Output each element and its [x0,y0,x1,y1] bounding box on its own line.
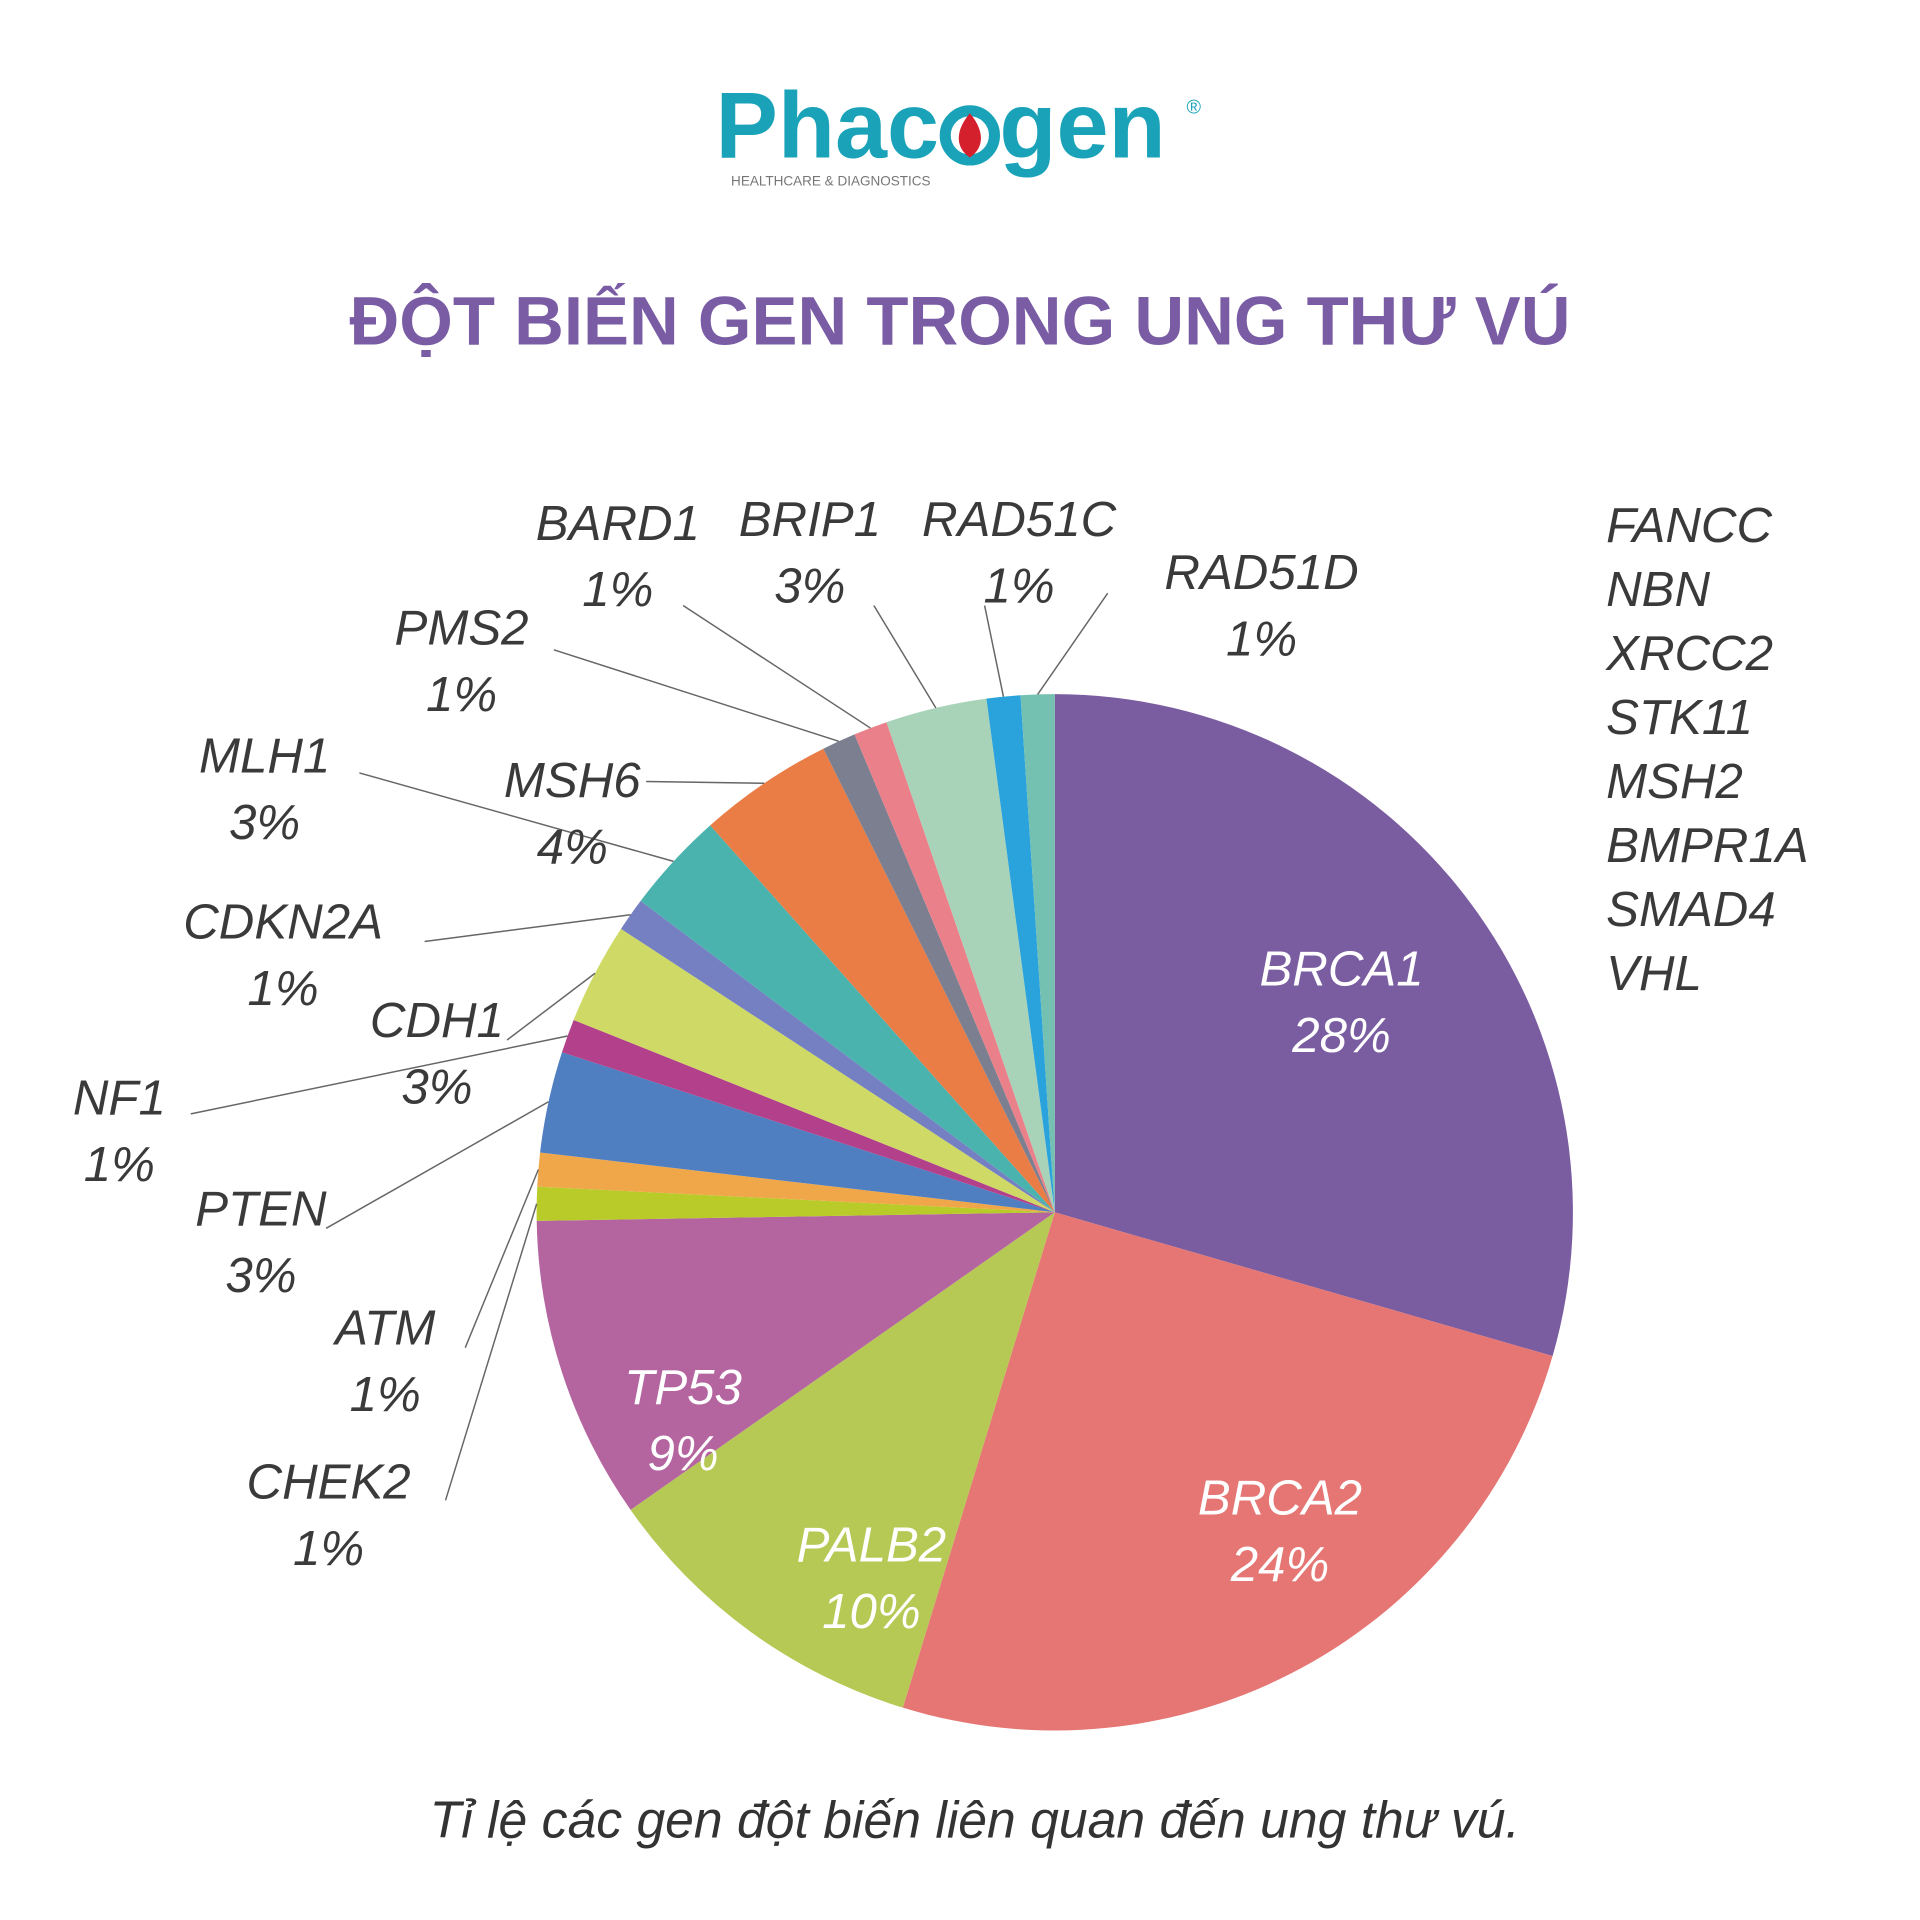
slice-label: BARD1 [536,496,700,551]
pie-slice [536,1212,1055,1510]
leader-line [682,604,871,729]
pie-slice [1054,694,1573,1357]
logo-text: Phac [716,73,940,178]
other-gene-label: VHL [1606,946,1702,1001]
logo: Phac gen ® HEALTHCARE & DIAGNOSTICS [716,73,1202,189]
pie-slice [630,1212,1055,1708]
slice-value-label: 9% [648,1426,719,1481]
slice-label: PALB2 [797,1517,947,1572]
pie-slice [986,695,1055,1213]
slice-value-label: 3% [225,1248,296,1303]
leader-line [646,780,765,785]
leader-line [553,649,840,743]
slice-value-label: 28% [1291,1008,1391,1063]
leader-line [444,1203,538,1501]
slice-value-label: 1% [984,559,1055,614]
other-gene-label: NBN [1606,562,1710,617]
pie-slice [573,928,1055,1213]
pie-slice [620,900,1055,1213]
slice-label: PMS2 [395,600,529,655]
slice-value-label: 1% [248,961,319,1016]
logo-registered: ® [1186,97,1201,119]
slice-value-label: 24% [1230,1537,1330,1592]
slice-value-label: 3% [774,559,845,614]
slice-value-label: 1% [426,667,497,722]
slice-value-label: 3% [401,1059,472,1114]
slice-value-label: 10% [822,1584,921,1639]
pie-slice [640,825,1055,1213]
leader-line [359,772,674,863]
slice-label: MSH6 [504,753,641,808]
slice-label: RAD51D [1164,545,1358,600]
leader-line [190,1035,568,1115]
slice-value-label: 1% [84,1137,155,1192]
pie-slice [540,1052,1055,1213]
caption: Tỉ lệ các gen đột biến liên quan đến ung… [430,1791,1520,1849]
pie-slice [1020,694,1055,1213]
logo-text: gen [999,73,1165,178]
slice-value-label: 1% [582,562,653,617]
leader-line [983,605,1005,697]
slice-value-label: 1% [1226,611,1297,666]
other-gene-label: SMAD4 [1606,882,1776,937]
slice-label: TP53 [624,1360,742,1415]
slice-label: ATM [332,1301,435,1356]
leader-line [424,913,631,943]
pie-slice [886,698,1055,1213]
leader-line [506,972,596,1041]
other-gene-label: XRCC2 [1605,626,1773,681]
other-gene-label: STK11 [1606,690,1753,745]
pie-slice [537,1152,1055,1213]
chart-title: ĐỘT BIẾN GEN TRONG UNG THƯ VÚ [350,282,1571,359]
slice-label: BRIP1 [739,492,881,547]
logo-icon [939,105,1001,166]
pie-slice [536,1186,1055,1221]
slice-label: BRCA2 [1198,1471,1362,1526]
slice-label: NF1 [73,1071,166,1126]
pie-slice [823,734,1055,1213]
logo-tagline: HEALTHCARE & DIAGNOSTICS [731,174,931,189]
slice-value-label: 4% [537,819,608,874]
slice-label: PTEN [195,1181,327,1236]
slice-value-label: 1% [350,1367,421,1422]
other-gene-label: MSH2 [1606,754,1743,809]
leader-line [1037,592,1109,695]
slice-label: MLH1 [199,728,330,783]
slice-value-label: 1% [293,1521,364,1576]
pie-slice [561,1019,1055,1213]
slice-label: BRCA1 [1259,941,1423,996]
pie-slice [902,1212,1553,1731]
slice-label: CHEK2 [247,1455,411,1510]
slice-label: RAD51C [922,492,1117,547]
slice-label: CDH1 [370,993,504,1048]
leader-line [325,1101,549,1229]
slice-label: CDKN2A [183,895,383,950]
pie-slice [710,748,1055,1213]
slice-value-label: 3% [229,795,300,850]
leader-line [464,1169,540,1348]
leader-line [873,605,937,709]
other-gene-label: FANCC [1606,498,1772,553]
pie-slice [854,722,1055,1213]
other-gene-label: BMPR1A [1606,818,1808,873]
